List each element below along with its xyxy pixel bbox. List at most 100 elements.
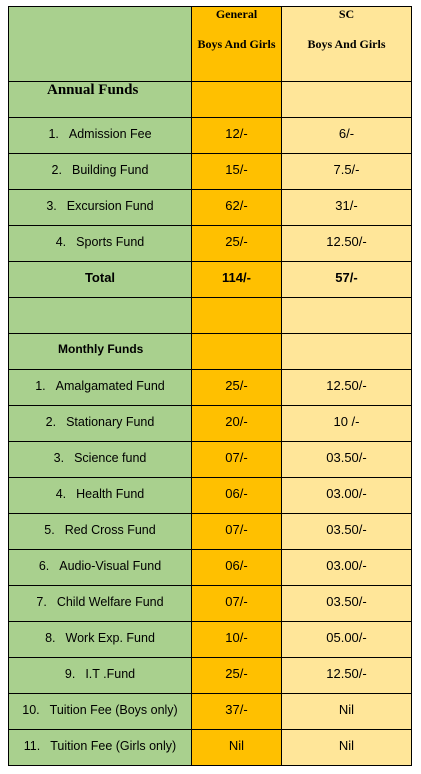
cell-text: 25/- [225,666,248,681]
item-text: 3. Excursion Fund [10,191,191,215]
item-label: Work Exp. Fund [65,631,155,645]
item-label: Excursion Fund [66,199,154,213]
table-row: Monthly Funds [8,333,412,370]
cell-text: 12/- [225,126,248,141]
item-name: 4. Sports Fund [8,225,192,262]
item-number: 6. [38,559,50,573]
cell [281,297,412,334]
item-text: 7. Child Welfare Fund [10,587,191,611]
cell-text: 25/- [225,378,248,393]
sc-fee: 03.50/- [281,513,412,550]
table-row: 11. Tuition Fee (Girls only) Nil Nil [8,729,412,766]
cell-text: 12.50/- [326,378,367,393]
total-label: Total [8,261,192,298]
table-row: 4. Health Fund 06/- 03.00/- [8,477,412,514]
header-sub: Boys And Girls [307,37,386,51]
cell-text: 15/- [225,162,248,177]
cell [191,81,282,118]
item-label: Admission Fee [68,127,152,141]
cell-text: 03.00/- [326,558,367,573]
sc-fee: 10 /- [281,405,412,442]
cell [281,333,412,370]
table-row: 1. Amalgamated Fund 25/- 12.50/- [8,369,412,406]
sc-fee: 03.00/- [281,549,412,586]
sc-fee: 12.50/- [281,369,412,406]
cell-text: 05.00/- [326,630,367,645]
fee-table: General Boys And Girls SC Boys And Girls A… [8,6,412,766]
item-text: 10. Tuition Fee (Boys only) [10,695,191,719]
cell-text [193,299,281,307]
item-label: Red Cross Fund [64,523,156,537]
header-text: SC [338,7,355,22]
item-text: 5. Red Cross Fund [10,515,191,539]
item-name: 1. Amalgamated Fund [8,369,192,406]
item-number: 1. [35,379,46,393]
item-name: 1. Admission Fee [8,117,192,154]
cell-text: 07/- [225,522,248,537]
item-name: 3. Excursion Fund [8,189,192,226]
header-row: General Boys And Girls SC Boys And Girls [8,6,412,82]
item-text: 1. Amalgamated Fund [10,371,191,395]
general-fee: 07/- [191,513,282,550]
item-number: 5. [44,523,55,537]
cell-text: Monthly Funds [58,342,144,356]
item-number: 3. [46,199,57,213]
item-text: 11. Tuition Fee (Girls only) [10,731,191,755]
sc-fee: 05.00/- [281,621,412,658]
item-label: Tuition Fee (Boys only) [49,703,178,717]
cell-text: 03.50/- [326,522,367,537]
item-text: 1. Admission Fee [10,119,191,143]
table-row: 4. Sports Fund 25/- 12.50/- [8,225,412,262]
sc-fee: Nil [281,729,412,766]
cell [191,333,282,370]
cell-text: 37/- [225,702,248,717]
item-number: 10. [22,703,40,717]
cell-text: 07/- [225,594,248,609]
general-fee: Nil [191,729,282,766]
item-name: 2. Building Fund [8,153,192,190]
item-label: Science fund [74,451,147,465]
table-row: 7. Child Welfare Fund 07/- 03.50/- [8,585,412,622]
item-label: Building Fund [71,163,149,177]
item-label: Audio-Visual Fund [59,559,162,573]
item-number: 4. [55,235,67,249]
table-row: 3. Science fund 07/- 03.50/- [8,441,412,478]
table-row: 2. Building Fund 15/- 7.5/- [8,153,412,190]
cell-text: 10 /- [333,414,360,429]
item-label: Health Fund [76,487,145,501]
general-fee: 06/- [191,477,282,514]
cell-text: 57/- [335,270,358,285]
general-fee: 25/- [191,657,282,694]
sc-fee: 6/- [281,117,412,154]
item-text: 9. I.T .Fund [10,659,191,683]
item-text: 4. Sports Fund [10,227,191,251]
section-title: Monthly Funds [8,333,192,370]
item-text: 6. Audio-Visual Fund [10,551,191,575]
item-number: 11. [23,739,41,753]
item-label: Tuition Fee (Girls only) [50,739,177,753]
sc-fee: 12.50/- [281,657,412,694]
general-fee: 07/- [191,585,282,622]
table-row [8,297,412,334]
item-name: 2. Stationary Fund [8,405,192,442]
sc-fee: 12.50/- [281,225,412,262]
item-number: 1. [48,127,59,141]
table-row: 3. Excursion Fund 62/- 31/- [8,189,412,226]
cell-text: 62/- [225,198,248,213]
cell-text: 03.50/- [326,450,367,465]
header-general: General Boys And Girls [191,6,282,82]
item-name: 3. Science fund [8,441,192,478]
table-row: 6. Audio-Visual Fund 06/- 03.00/- [8,549,412,586]
item-text: 4. Health Fund [10,479,191,503]
cell-text [283,83,411,91]
item-name: 5. Red Cross Fund [8,513,192,550]
total-general: 114/- [191,261,282,298]
general-fee: 25/- [191,225,282,262]
general-fee: 10/- [191,621,282,658]
item-number: 4. [55,487,67,501]
total-sc: 57/- [281,261,412,298]
item-name: 8. Work Exp. Fund [8,621,192,658]
cell [281,81,412,118]
cell-text: 20/- [225,414,248,429]
